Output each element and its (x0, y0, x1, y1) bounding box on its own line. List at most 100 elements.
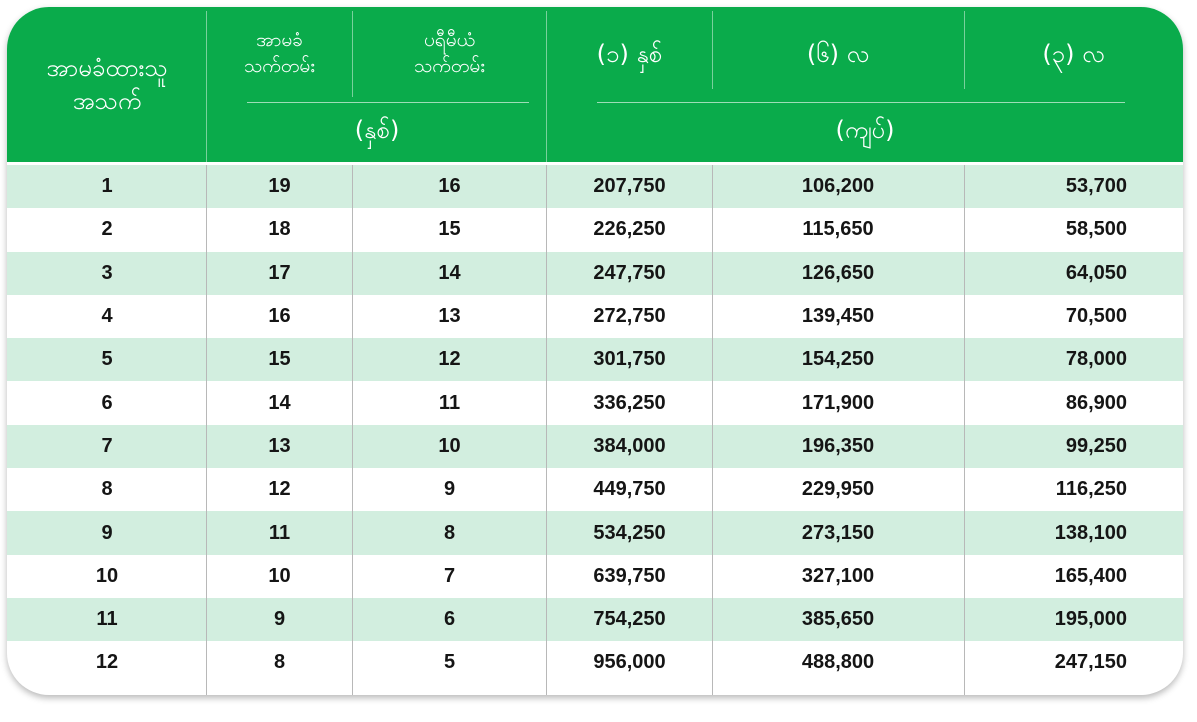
age-cell: 11 (96, 608, 118, 631)
one-year-cell: 226,250 (593, 218, 666, 241)
insured-term-cell: 18 (268, 218, 291, 241)
three-months-cell: 64,050 (1065, 261, 1127, 284)
one-year-cell: 754,250 (593, 608, 666, 631)
three-months-cell: 70,500 (1065, 305, 1127, 328)
age-cell: 6 (101, 391, 113, 414)
six-months-cell: 139,450 (801, 305, 875, 328)
three-months-cell: 195,000 (1054, 608, 1127, 631)
one-year-cell: 956,000 (593, 651, 666, 674)
six-months-cell: 106,200 (801, 175, 875, 198)
premium-term-cell: 7 (443, 564, 456, 587)
table-row: 3 17 14 247,750 126,650 64,050 (7, 251, 1183, 295)
insured-term-cell: 16 (268, 305, 291, 328)
header-divider (206, 11, 207, 162)
age-cell: 9 (101, 521, 113, 544)
one-year-cell: 639,750 (593, 564, 666, 587)
three-months-cell: 99,250 (1065, 434, 1127, 457)
six-months-cell: 196,350 (801, 434, 875, 457)
premium-term-cell: 15 (438, 218, 461, 241)
insured-term-cell: 17 (268, 261, 291, 284)
header-divider (546, 11, 547, 162)
table-header: အာမခံထားသူ အသက် အာမခံ သက်တမ်း ပရီမီယံ သက… (7, 7, 1183, 162)
column-divider (352, 165, 353, 695)
premium-term-cell: 13 (438, 305, 461, 328)
premium-term-cell: 16 (438, 175, 461, 198)
three-months-cell: 165,400 (1054, 564, 1127, 587)
header-six-months: (၆) လ (806, 39, 870, 68)
table-row: 10 10 7 639,750 327,100 165,400 (7, 555, 1183, 598)
table-row: 6 14 11 336,250 171,900 86,900 (7, 381, 1183, 424)
insured-term-cell: 11 (268, 521, 291, 544)
insured-term-cell: 8 (273, 651, 286, 674)
premium-term-cell: 14 (438, 261, 461, 284)
table-row: 9 11 8 534,250 273,150 138,100 (7, 511, 1183, 555)
header-insured-term: အာမခံ သက်တမ်း (243, 29, 316, 77)
age-cell: 1 (101, 175, 113, 198)
table-row: 8 12 9 449,750 229,950 116,250 (7, 468, 1183, 511)
insured-term-cell: 12 (268, 478, 291, 501)
premium-term-cell: 5 (443, 651, 456, 674)
age-cell: 7 (101, 434, 113, 457)
age-cell: 4 (101, 305, 113, 328)
age-cell: 2 (101, 218, 113, 241)
one-year-cell: 247,750 (593, 261, 666, 284)
three-months-cell: 86,900 (1065, 391, 1127, 414)
age-cell: 5 (101, 348, 113, 371)
premium-term-cell: 6 (443, 608, 456, 631)
age-cell: 8 (101, 478, 113, 501)
one-year-cell: 301,750 (593, 348, 666, 371)
age-cell: 3 (101, 261, 113, 284)
table-row: 1 19 16 207,750 106,200 53,700 (7, 165, 1183, 209)
six-months-cell: 385,650 (801, 608, 875, 631)
age-cell: 12 (95, 651, 119, 674)
header-premium-term: ပရီမီယံ သက်တမ်း (413, 29, 486, 77)
six-months-cell: 115,650 (802, 218, 874, 241)
insured-term-cell: 9 (273, 608, 286, 631)
six-months-cell: 229,950 (801, 478, 875, 501)
insured-term-cell: 14 (268, 391, 291, 414)
three-months-cell: 58,500 (1065, 218, 1127, 241)
column-divider (712, 165, 713, 695)
premium-term-cell: 12 (438, 348, 461, 371)
six-months-cell: 171,900 (801, 391, 875, 414)
table-body: 1 19 16 207,750 106,200 53,700 2 18 15 226,250 115… (7, 165, 1183, 685)
table-row: 11 9 6 754,250 385,650 195,000 (7, 597, 1183, 642)
premium-term-cell: 11 (438, 391, 461, 414)
header-divider (352, 11, 353, 97)
six-months-cell: 488,800 (801, 651, 875, 674)
insured-term-cell: 19 (268, 175, 291, 198)
premium-term-cell: 9 (443, 478, 456, 501)
six-months-cell: 154,250 (801, 348, 875, 371)
column-divider (206, 165, 207, 695)
three-months-cell: 78,000 (1065, 348, 1127, 371)
three-months-cell: 116,250 (1055, 478, 1127, 501)
column-divider (546, 165, 547, 695)
header-rule (597, 102, 1125, 103)
insured-term-cell: 10 (268, 564, 291, 587)
header-rule (247, 102, 529, 103)
table-row: 4 16 13 272,750 139,450 70,500 (7, 295, 1183, 338)
three-months-cell: 247,150 (1054, 651, 1127, 674)
header-years-unit: (နှစ်) (354, 116, 400, 145)
insured-term-cell: 15 (268, 348, 291, 371)
insured-term-cell: 13 (268, 434, 291, 457)
one-year-cell: 207,750 (593, 175, 666, 198)
one-year-cell: 534,250 (593, 521, 666, 544)
three-months-cell: 138,100 (1054, 521, 1127, 544)
header-age: အာမခံထားသူ အသက် (46, 54, 168, 115)
one-year-cell: 336,250 (593, 391, 666, 414)
one-year-cell: 449,750 (593, 478, 666, 501)
premium-term-cell: 10 (438, 434, 461, 457)
six-months-cell: 327,100 (801, 564, 875, 587)
header-divider (964, 11, 965, 89)
age-cell: 10 (95, 564, 119, 587)
table-row: 2 18 15 226,250 115,650 58,500 (7, 208, 1183, 251)
premium-term-cell: 8 (443, 521, 456, 544)
header-one-year: (၁) နှစ် (596, 39, 663, 68)
column-divider (964, 165, 965, 695)
one-year-cell: 384,000 (593, 434, 666, 457)
six-months-cell: 126,650 (801, 261, 875, 284)
premium-table-card: အာမခံထားသူ အသက် အာမခံ သက်တမ်း ပရီမီယံ သက… (7, 7, 1183, 695)
table-row: 7 13 10 384,000 196,350 99,250 (7, 424, 1183, 469)
header-three-months: (၃) လ (1042, 39, 1105, 68)
